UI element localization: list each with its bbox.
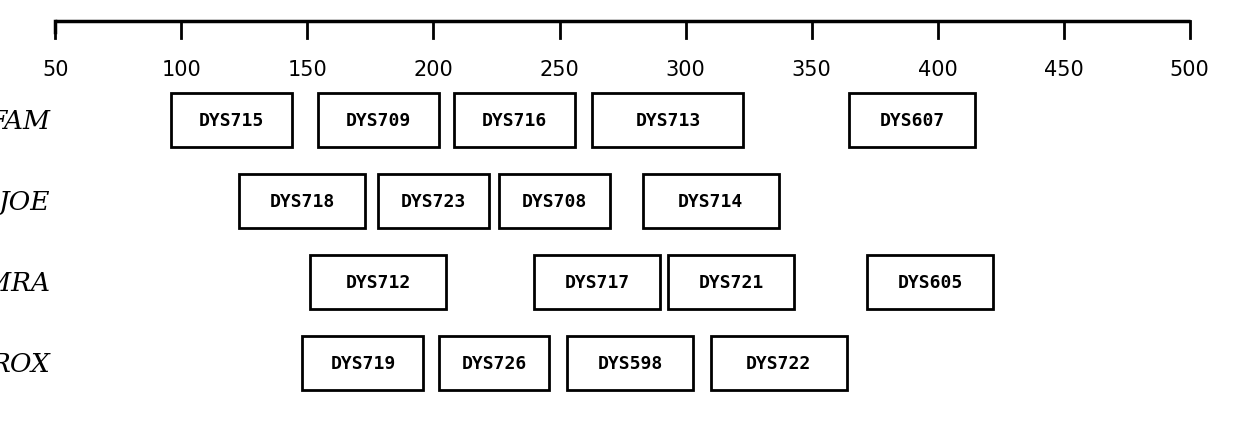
Bar — [711, 336, 847, 390]
Bar — [317, 94, 439, 148]
Text: DYS708: DYS708 — [522, 193, 587, 211]
Text: DYS722: DYS722 — [746, 354, 811, 372]
Text: 250: 250 — [539, 60, 579, 80]
Bar — [239, 175, 366, 229]
Bar — [378, 175, 489, 229]
Text: DYS721: DYS721 — [698, 273, 764, 291]
Bar — [567, 336, 693, 390]
Text: DYS719: DYS719 — [330, 354, 396, 372]
Bar — [534, 256, 661, 309]
Text: 150: 150 — [288, 60, 327, 80]
Text: DYS715: DYS715 — [200, 112, 264, 130]
Bar — [439, 336, 549, 390]
Text: DYS712: DYS712 — [346, 273, 410, 291]
Bar — [867, 256, 993, 309]
Bar — [303, 336, 423, 390]
Bar — [498, 175, 610, 229]
Text: DYS723: DYS723 — [401, 193, 466, 211]
Text: DYS714: DYS714 — [678, 193, 743, 211]
Text: DYS605: DYS605 — [898, 273, 962, 291]
Text: DYS607: DYS607 — [879, 112, 945, 130]
Bar — [668, 256, 794, 309]
Text: JOE: JOE — [0, 189, 51, 214]
Text: ROX: ROX — [0, 351, 51, 376]
Text: DYS709: DYS709 — [346, 112, 410, 130]
Bar — [849, 94, 976, 148]
Bar — [310, 256, 446, 309]
Text: 300: 300 — [666, 60, 706, 80]
Text: 500: 500 — [1169, 60, 1209, 80]
Text: TAMRA: TAMRA — [0, 270, 51, 295]
Bar — [454, 94, 574, 148]
Text: DYS726: DYS726 — [461, 354, 527, 372]
Text: DYS713: DYS713 — [635, 112, 701, 130]
Text: FAM: FAM — [0, 109, 51, 133]
Text: DYS717: DYS717 — [564, 273, 630, 291]
Text: 50: 50 — [42, 60, 68, 80]
Text: 400: 400 — [918, 60, 957, 80]
Text: DYS598: DYS598 — [598, 354, 662, 372]
Text: DYS716: DYS716 — [481, 112, 547, 130]
Text: 350: 350 — [791, 60, 831, 80]
Bar — [593, 94, 744, 148]
Text: 200: 200 — [414, 60, 454, 80]
Text: 450: 450 — [1044, 60, 1084, 80]
Bar — [642, 175, 779, 229]
Text: 100: 100 — [161, 60, 201, 80]
Text: DYS718: DYS718 — [270, 193, 335, 211]
Bar — [171, 94, 293, 148]
